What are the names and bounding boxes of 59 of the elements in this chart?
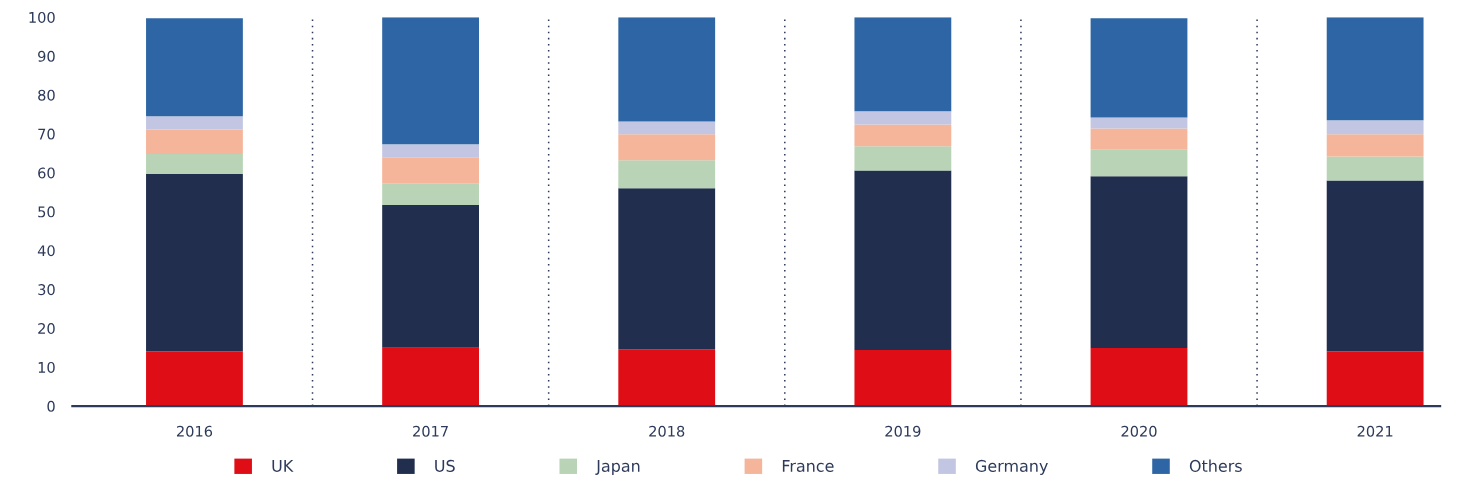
x-tick-label: 2020 — [1121, 425, 1157, 437]
bar — [618, 121, 716, 135]
bar — [1326, 134, 1424, 157]
y-tick-label: 90 — [38, 50, 55, 62]
bar — [382, 347, 479, 407]
bar — [618, 160, 716, 189]
bar — [1090, 348, 1188, 407]
bar — [1090, 128, 1188, 150]
bar — [854, 124, 952, 147]
bar — [854, 350, 952, 407]
x-tick-label: 2017 — [413, 425, 448, 437]
bar — [382, 17, 479, 145]
bar — [618, 17, 716, 122]
bar — [146, 18, 243, 117]
y-tick-label: 70 — [38, 128, 55, 140]
bar — [1326, 156, 1424, 181]
x-tick-label: 2016 — [176, 425, 213, 437]
legend-label: US — [435, 459, 455, 472]
x-tick-label: 2021 — [1357, 425, 1393, 437]
x-tick-label: 2018 — [649, 425, 685, 437]
bar — [382, 144, 479, 158]
y-tick-label: 100 — [29, 11, 55, 23]
bar — [382, 205, 479, 348]
legend-label: France — [782, 460, 834, 472]
bar — [382, 183, 479, 206]
bar — [854, 17, 952, 112]
x-tick-label: 2019 — [885, 425, 921, 437]
bar — [618, 134, 716, 161]
bar — [146, 116, 243, 130]
bar — [146, 129, 243, 155]
bar — [854, 111, 952, 125]
bar — [382, 157, 479, 184]
bar — [1090, 176, 1188, 349]
bar — [1326, 351, 1424, 407]
bar — [146, 351, 243, 407]
y-tick-label: 10 — [38, 361, 55, 373]
legend-label: Japan — [595, 460, 640, 476]
bar — [146, 154, 243, 174]
bar — [1090, 149, 1188, 177]
bar — [1090, 117, 1188, 129]
bar — [1326, 17, 1424, 121]
legend-label: Others — [1189, 459, 1242, 472]
y-tick-label: 20 — [38, 323, 55, 335]
y-tick-label: 0 — [47, 400, 55, 412]
bar — [1090, 18, 1188, 118]
y-tick-label: 80 — [38, 89, 55, 101]
y-tick-label: 30 — [38, 284, 55, 296]
legend-label: Germany — [975, 459, 1048, 476]
y-tick-label: 50 — [38, 206, 55, 218]
bar — [1326, 120, 1424, 135]
bar — [618, 188, 716, 350]
y-tick-label: 40 — [37, 245, 55, 257]
y-tick-label: 60 — [38, 167, 55, 179]
legend-label: UK — [272, 460, 294, 472]
bar — [854, 170, 952, 351]
bar — [1326, 180, 1424, 352]
bar — [854, 146, 952, 171]
bar — [618, 349, 716, 407]
bar — [146, 173, 243, 352]
